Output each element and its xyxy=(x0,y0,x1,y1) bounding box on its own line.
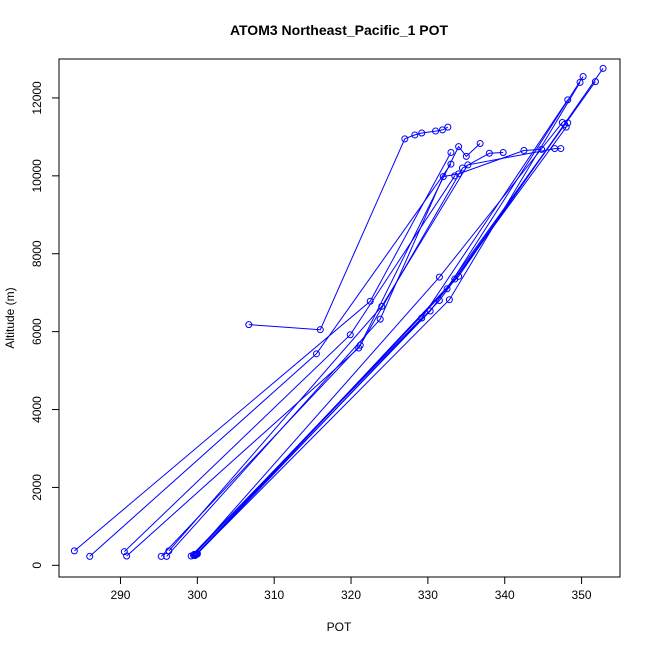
data-point xyxy=(485,149,493,157)
data-point xyxy=(346,331,354,339)
data-point xyxy=(245,321,253,329)
data-point xyxy=(499,148,507,156)
data-point xyxy=(438,126,446,134)
series-line xyxy=(123,175,456,553)
data-point xyxy=(312,350,320,358)
data-point xyxy=(455,143,463,151)
data-point xyxy=(447,148,455,156)
series-line xyxy=(126,143,481,557)
data-point xyxy=(418,129,426,137)
data-point xyxy=(435,273,443,281)
series-line xyxy=(196,126,567,555)
data-point xyxy=(445,296,453,304)
data-point xyxy=(579,73,587,81)
data-point xyxy=(426,307,434,315)
data-point xyxy=(557,145,565,153)
data-point xyxy=(455,170,463,178)
series-line xyxy=(248,126,449,331)
series-line xyxy=(193,76,584,556)
series-line xyxy=(160,152,504,557)
x-tick-label: 310 xyxy=(264,588,284,602)
data-point xyxy=(476,140,484,148)
data-point xyxy=(190,550,198,558)
y-tick-label: 4000 xyxy=(30,396,44,423)
x-axis: 290 300 310 320 330 340 350 xyxy=(110,576,592,602)
data-point xyxy=(599,64,607,72)
data-point xyxy=(576,78,584,86)
y-axis-label: Altitude (m) xyxy=(3,287,17,348)
data-point xyxy=(444,123,452,131)
series-line xyxy=(193,122,563,555)
y-tick-label: 0 xyxy=(30,562,44,569)
chart-title: ATOM3 Northeast_Pacific_1 POT xyxy=(230,22,449,38)
data-point xyxy=(558,118,566,126)
data-point xyxy=(157,552,165,560)
series-line xyxy=(166,148,542,557)
data-point xyxy=(316,326,324,334)
series-line xyxy=(89,163,452,557)
data-point xyxy=(455,272,463,280)
y-axis: 0 2000 4000 6000 8000 10000 12000 xyxy=(30,81,60,569)
x-tick-label: 300 xyxy=(187,588,207,602)
data-point xyxy=(462,152,470,160)
series-line xyxy=(190,99,569,557)
data-point xyxy=(464,161,472,169)
data-point xyxy=(520,147,528,155)
data-point xyxy=(401,135,409,143)
data-point xyxy=(432,127,440,135)
data-point xyxy=(378,302,386,310)
x-axis-label: POT xyxy=(327,620,352,634)
data-point xyxy=(439,173,447,181)
x-tick-label: 340 xyxy=(495,588,515,602)
y-tick-label: 10000 xyxy=(30,159,44,193)
series-layer xyxy=(70,64,607,560)
plot-frame xyxy=(58,58,621,578)
series-line xyxy=(168,148,561,552)
x-tick-label: 330 xyxy=(418,588,438,602)
data-point xyxy=(70,547,78,555)
y-tick-label: 6000 xyxy=(30,318,44,345)
series-line xyxy=(196,68,604,555)
data-point xyxy=(376,315,384,323)
x-tick-label: 320 xyxy=(341,588,361,602)
data-point xyxy=(123,552,131,560)
data-point xyxy=(86,552,94,560)
x-tick-label: 350 xyxy=(572,588,592,602)
y-tick-label: 2000 xyxy=(30,474,44,501)
data-point xyxy=(411,131,419,139)
x-tick-label: 290 xyxy=(110,588,130,602)
data-point xyxy=(443,285,451,293)
data-point xyxy=(165,547,173,555)
y-tick-label: 8000 xyxy=(30,240,44,267)
y-tick-label: 12000 xyxy=(30,81,44,115)
series-line xyxy=(74,152,452,552)
